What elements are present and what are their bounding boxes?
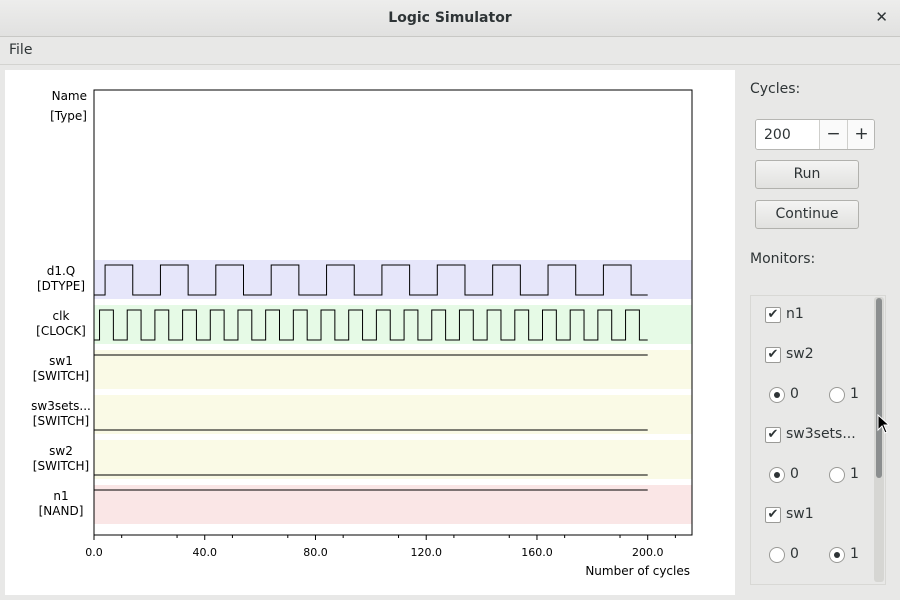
signal-name-label: sw3sets...	[31, 399, 91, 413]
radio-label: 1	[850, 546, 859, 562]
increment-button[interactable]: +	[847, 120, 874, 149]
signal-type-label: [NAND]	[39, 504, 84, 518]
radio-label: 1	[850, 466, 859, 482]
x-tick-label: 0.0	[85, 546, 103, 559]
checkbox-sw3sets[interactable]: ✔	[765, 427, 781, 443]
cycles-label: Cycles:	[750, 81, 801, 97]
radio-button[interactable]	[829, 467, 845, 483]
signal-type-label: [SWITCH]	[33, 459, 89, 473]
radio-label: 0	[790, 546, 799, 562]
header-name-label: Name	[52, 89, 87, 103]
checkbox-sw2[interactable]: ✔	[765, 347, 781, 363]
signal-name-label: d1.Q	[47, 264, 76, 278]
x-tick-label: 160.0	[521, 546, 553, 559]
lane-band	[94, 485, 692, 524]
lane-band	[94, 395, 692, 434]
signal-type-label: [SWITCH]	[33, 414, 89, 428]
run-button[interactable]: Run	[755, 160, 859, 189]
sidebar: Cycles: − + Run Continue Monitors: ✔ n1 …	[735, 65, 900, 600]
monitor-label: n1	[786, 306, 804, 322]
scrollbar-thumb[interactable]	[876, 298, 882, 478]
signal-type-label: [DTYPE]	[37, 279, 85, 293]
lane-band	[94, 260, 692, 299]
x-tick-label: 120.0	[410, 546, 442, 559]
checkbox-sw1[interactable]: ✔	[765, 507, 781, 523]
plot-frame	[93, 89, 693, 536]
signal-name-label: sw2	[49, 444, 73, 458]
lane-band	[94, 440, 692, 479]
x-axis-label: Number of cycles	[585, 564, 690, 578]
x-tick-label: 40.0	[192, 546, 217, 559]
monitors-list: ✔ n1 ✔ sw2 0 1 ✔ sw3sets... 0 1 ✔ sw	[750, 295, 886, 585]
signal-name-label: n1	[53, 489, 68, 503]
menu-bar: File	[0, 37, 900, 65]
close-icon[interactable]: ✕	[875, 8, 888, 26]
signal-trace	[94, 309, 648, 341]
radio-button[interactable]	[829, 387, 845, 403]
monitor-label: sw2	[786, 346, 814, 362]
header-type-label: [Type]	[50, 109, 87, 123]
lane-band	[94, 350, 692, 389]
monitor-label: sw3sets...	[786, 426, 856, 442]
radio-button[interactable]	[769, 467, 785, 483]
cycles-input[interactable]	[756, 120, 819, 149]
monitors-label: Monitors:	[750, 251, 816, 267]
menu-file[interactable]: File	[9, 42, 33, 58]
window-title: Logic Simulator	[388, 10, 512, 26]
radio-label: 0	[790, 466, 799, 482]
trace-canvas: Name [Type] d1.Q [DTYPE] clk [CLOCK] sw1 [SWITC…	[5, 70, 735, 595]
monitor-label: sw1	[786, 506, 814, 522]
decrement-button[interactable]: −	[819, 120, 847, 149]
radio-button[interactable]	[829, 547, 845, 563]
signal-trace	[94, 264, 648, 296]
lane-band	[94, 305, 692, 344]
cycles-spinner: − +	[755, 119, 875, 150]
signal-name-label: sw1	[49, 354, 73, 368]
checkbox-n1[interactable]: ✔	[765, 307, 781, 323]
signal-name-label: clk	[53, 309, 70, 323]
radio-label: 1	[850, 386, 859, 402]
radio-button[interactable]	[769, 387, 785, 403]
signal-type-label: [SWITCH]	[33, 369, 89, 383]
x-tick-label: 80.0	[303, 546, 328, 559]
radio-label: 0	[790, 386, 799, 402]
title-bar: Logic Simulator ✕	[0, 0, 900, 37]
trace-chart: Name[Type]d1.Q[DTYPE]clk[CLOCK]sw1[SWITC…	[31, 89, 693, 578]
radio-button[interactable]	[769, 547, 785, 563]
mouse-cursor-icon	[877, 414, 889, 434]
signal-type-label: [CLOCK]	[36, 324, 86, 338]
x-tick-label: 200.0	[632, 546, 664, 559]
continue-button[interactable]: Continue	[755, 200, 859, 229]
